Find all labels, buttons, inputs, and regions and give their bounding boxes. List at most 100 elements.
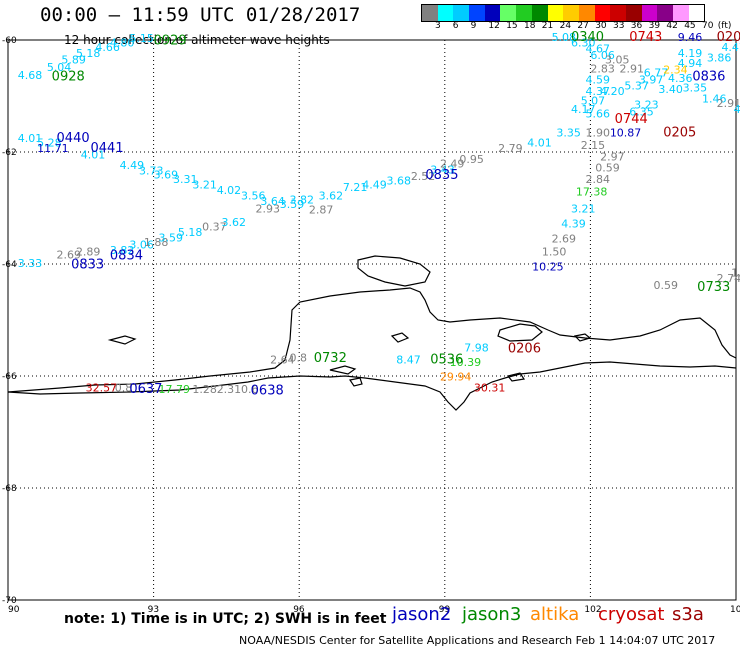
coastline [7, 361, 737, 411]
pass-time-label: 0834 [110, 249, 143, 264]
pass-time-label: 0205 [663, 125, 696, 140]
y-axis-label: -68 [2, 484, 17, 494]
wave-height-label: 0.59 [595, 162, 620, 175]
legend-swatch [625, 5, 642, 21]
pass-time-label: 0744 [615, 112, 648, 127]
legend-tick: 6 [452, 21, 459, 31]
pass-time-label: 0638 [251, 383, 284, 398]
coastline [497, 323, 543, 342]
legend-swatch [484, 5, 501, 21]
x-axis-label: 105 [730, 605, 740, 615]
legend-swatch [437, 5, 454, 21]
wave-height-label: 29.94 [440, 370, 472, 383]
wave-height-label: 5.18 [76, 47, 101, 60]
wave-height-label: 10.87 [610, 126, 642, 139]
wave-height-label: 2.83 [590, 62, 615, 75]
legend-tick: 12 [488, 21, 500, 31]
wave-height-label: 17.38 [576, 186, 608, 199]
wave-height-label: 2.91 [620, 62, 645, 75]
wave-height-label: 0.8 [115, 382, 133, 395]
satellite-legend-s3a: s3a [672, 604, 704, 625]
x-axis-label: 90 [8, 605, 20, 615]
wave-height-label: 4.68 [18, 69, 42, 82]
wave-height-label: 4.47 [721, 41, 740, 54]
wave-height-label: 3.73 [139, 164, 164, 177]
wave-height-label: 0.37 [202, 220, 227, 233]
wave-height-label: 3.43 [430, 163, 455, 176]
wave-height-label: 4.19 [678, 47, 703, 60]
pass-time-label: 0536 [430, 353, 463, 368]
wave-height-label: 2.84 [586, 173, 611, 186]
satellite-legend-jason3: jason3 [462, 604, 522, 625]
wave-height-label: 1.88 [144, 236, 169, 249]
wave-height-label: 2.87 [309, 204, 334, 217]
wave-height-label: 3.05 [605, 54, 630, 67]
wave-height-label: 6.30 [571, 37, 596, 50]
wave-height-label: 1.46 [702, 93, 727, 106]
pass-time-label: 0441 [91, 141, 124, 156]
wave-height-label: 1.8 [731, 266, 740, 279]
legend-tick: 42 [666, 21, 678, 31]
pass-time-label: 0440 [57, 131, 90, 146]
wave-height-label: 3.21 [192, 178, 217, 191]
legend-swatch [563, 5, 579, 21]
wave-height-label: 2.49 [440, 158, 465, 171]
legend-swatch [422, 5, 438, 21]
legend-tick: 70 [702, 21, 714, 31]
legend-swatch [453, 5, 470, 21]
wave-height-label: 4.01 [527, 136, 552, 149]
legend-tick: 45 [684, 21, 696, 31]
wave-height-label: 5.15 [129, 32, 154, 45]
coastline [357, 255, 431, 287]
y-axis-label: -70 [2, 596, 17, 606]
legend-tick: 9 [470, 21, 477, 31]
wave-height-label: 1.28 [192, 383, 217, 396]
wave-height-label: 2.79 [498, 142, 522, 155]
wave-height-label: 4.94 [678, 57, 703, 70]
wave-height-label: 3.33 [18, 257, 42, 270]
legend-tick: 27 [577, 21, 589, 31]
wave-height-label: 2.34 [663, 64, 688, 77]
legend-tick: (ft) [717, 21, 732, 31]
legend-tick: 24 [559, 21, 572, 31]
wave-height-label: 5.66 [586, 107, 611, 120]
x-axis-label: 99 [439, 605, 451, 615]
wave-height-label: 0.8 [289, 351, 307, 364]
wave-height-label: 7.21 [343, 181, 368, 194]
wave-height-label: 2.31 [217, 383, 242, 396]
color-scale-legend [421, 4, 706, 22]
x-axis-label: 102 [584, 605, 601, 615]
y-axis-label: -62 [2, 148, 17, 158]
wave-height-label: 4.49 [362, 178, 387, 191]
wave-height-label: 4.37 [586, 85, 611, 98]
wave-height-label: 2.15 [581, 139, 606, 152]
wave-height-label: 10.25 [532, 261, 564, 274]
wave-height-label: 4.17 [571, 103, 596, 116]
legend-tick: 39 [648, 21, 661, 31]
wave-height-label: 5.07 [581, 94, 606, 107]
legend-swatch [531, 5, 548, 21]
wave-height-label: 2.91 [717, 97, 740, 110]
wave-height-label: 5.18 [178, 226, 203, 239]
map-title: 00:00 – 11:59 UTC 01/28/2017 [40, 4, 361, 26]
wave-height-label: 4.01 [81, 149, 106, 162]
pass-time-label: 0833 [71, 257, 104, 272]
map-frame [7, 39, 737, 601]
wave-height-label: 2.64 [270, 354, 295, 367]
legend-swatch [657, 5, 673, 21]
wave-height-label: 2.93 [256, 202, 281, 215]
wave-height-label: 7.98 [464, 341, 489, 354]
satellite-legend-altika: altika [530, 604, 580, 625]
legend-tick: 30 [595, 21, 607, 31]
legend-swatch [469, 5, 485, 21]
wave-height-label: 3.97 [639, 74, 664, 87]
wave-height-label: 4.49 [120, 159, 145, 172]
legend-swatch [688, 5, 705, 21]
wave-height-label: 1.90 [586, 126, 611, 139]
y-axis-label: -60 [2, 36, 17, 46]
wave-height-label: 3.69 [154, 168, 179, 181]
legend-swatch [500, 5, 517, 21]
wave-height-label: 3.21 [571, 202, 596, 215]
wave-height-label: 2.69 [552, 233, 577, 246]
